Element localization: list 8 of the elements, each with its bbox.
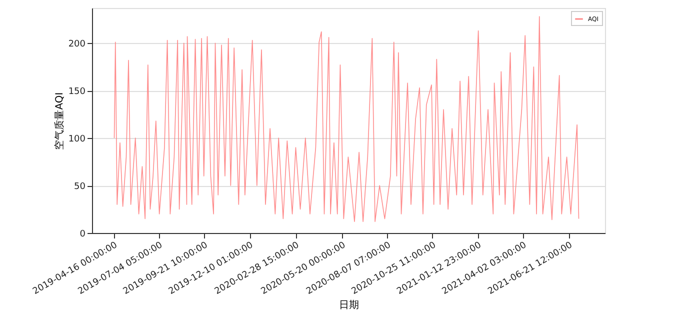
line-series: [114, 16, 580, 222]
y-tick-label: 150: [68, 87, 86, 98]
y-axis-title: 空气质量AQI: [53, 92, 66, 150]
y-tick-label: 0: [80, 230, 86, 240]
y-tick-label: 50: [74, 182, 86, 192]
y-tick-label: 200: [68, 40, 86, 50]
y-tick-label: 100: [68, 134, 86, 145]
x-axis-title: 日期: [339, 299, 359, 312]
